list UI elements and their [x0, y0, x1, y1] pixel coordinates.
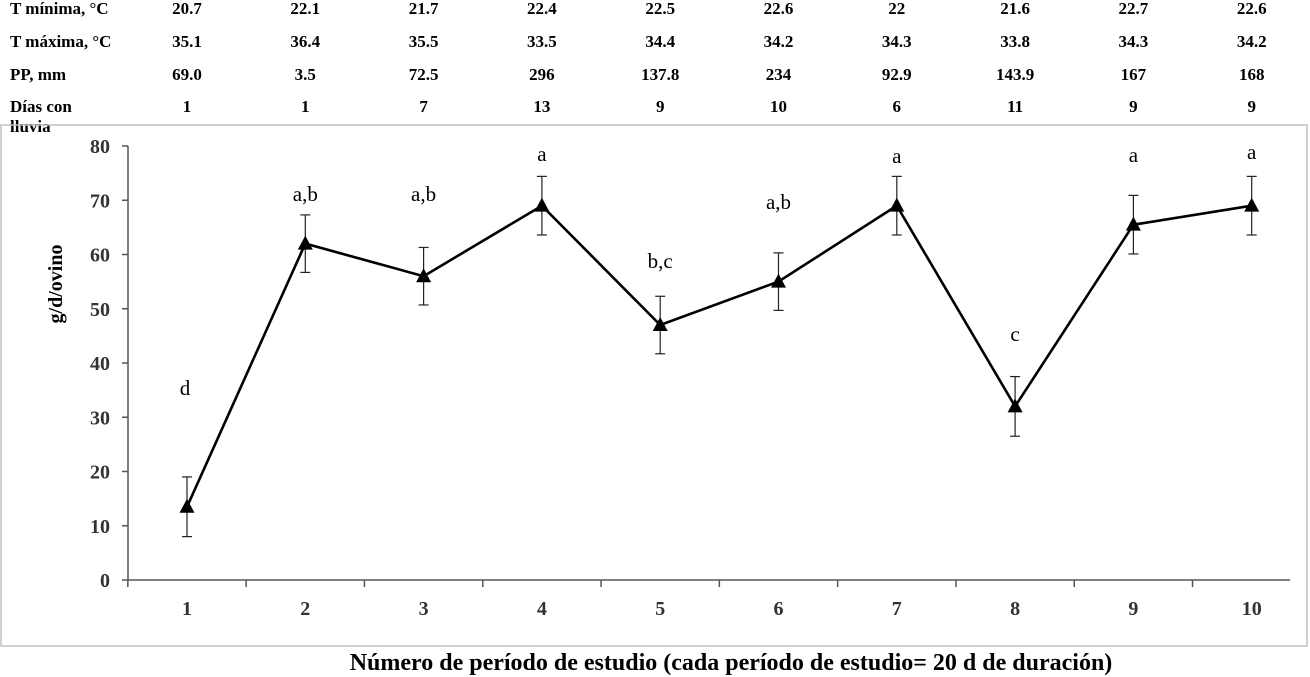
table-cell: 143.9: [996, 65, 1034, 84]
y-axis-label: g/d/ovino: [45, 245, 67, 324]
y-tick-label: 10: [90, 516, 110, 538]
table-cell: 22.1: [290, 0, 320, 18]
table-cell: 69.0: [172, 65, 202, 84]
table-cell: 34.4: [645, 32, 675, 51]
y-tick-label: 80: [90, 136, 110, 158]
x-tick-label: 8: [1010, 598, 1020, 620]
table-cell: 296: [529, 65, 555, 84]
table-cell: 35.1: [172, 32, 202, 51]
significance-label: a: [1129, 143, 1139, 167]
table-row-label: Días con: [10, 97, 72, 116]
significance-label: a,b: [293, 182, 318, 206]
significance-label: a,b: [766, 190, 791, 214]
table-cell: 34.3: [1119, 32, 1149, 51]
table-cell: 22.6: [764, 0, 794, 18]
table-cell: 34.2: [764, 32, 794, 51]
table-cell: 36.4: [290, 32, 320, 51]
x-tick-label: 7: [892, 598, 902, 620]
significance-label: b,c: [648, 249, 673, 273]
axes: [122, 145, 1290, 587]
table-cell: 35.5: [409, 32, 439, 51]
table-cell: 6: [893, 97, 902, 116]
data-point: [179, 498, 195, 513]
table-cell: 167: [1121, 65, 1147, 84]
x-tick-label: 5: [655, 598, 665, 620]
data-point: [1007, 398, 1023, 413]
x-tick-label: 3: [419, 598, 429, 620]
table-cell: 1: [183, 97, 192, 116]
table-cell: 1: [301, 97, 310, 116]
table-row-label: lluvia: [10, 117, 51, 136]
data-point: [534, 197, 550, 212]
y-tick-label: 0: [100, 570, 110, 592]
significance-label: c: [1010, 322, 1019, 346]
y-tick-label: 30: [90, 407, 110, 429]
x-tick-label: 9: [1128, 598, 1138, 620]
x-tick-label: 10: [1242, 598, 1262, 620]
x-axis-label: Número de período de estudio (cada perío…: [350, 650, 1113, 676]
table-cell: 7: [419, 97, 428, 116]
table-cell: 34.3: [882, 32, 912, 51]
x-tick-label: 2: [300, 598, 310, 620]
significance-label: a: [1247, 140, 1257, 164]
x-tick-label: 6: [774, 598, 784, 620]
data-point: [416, 268, 432, 283]
table-cell: 33.5: [527, 32, 557, 51]
table-cell: 22: [888, 0, 905, 18]
table-cell: 9: [656, 97, 665, 116]
table-cell: 21.6: [1000, 0, 1030, 18]
table-cell: 22.6: [1237, 0, 1267, 18]
significance-label: d: [180, 376, 191, 400]
data-point: [889, 197, 905, 212]
data-point: [297, 235, 313, 250]
table-cell: 3.5: [295, 65, 316, 84]
table-cell: 9: [1247, 97, 1256, 116]
table-cell: 20.7: [172, 0, 202, 18]
table-row-label: PP, mm: [10, 65, 66, 84]
series-line: [185, 203, 1252, 508]
table-cell: 9: [1129, 97, 1138, 116]
climate-table: T mínima, °C 20.7 22.1 21.7 22.4 22.5 22.6 22 21…: [10, 0, 1267, 136]
table-cell: 11: [1007, 97, 1023, 116]
table-cell: 72.5: [409, 65, 439, 84]
error-bars: [182, 175, 1257, 538]
table-cell: 234: [766, 65, 792, 84]
table-cell: 137.8: [641, 65, 679, 84]
significance-label: a: [537, 142, 547, 166]
y-tick-label: 60: [90, 245, 110, 267]
table-cell: 22.7: [1119, 0, 1149, 18]
x-tick-label: 1: [182, 598, 192, 620]
significance-label: a: [892, 144, 902, 168]
table-cell: 34.2: [1237, 32, 1267, 51]
data-point: [1244, 197, 1260, 212]
table-cell: 13: [533, 97, 550, 116]
significance-labels: d a,b a,b a b,c a,b a c a a: [180, 140, 1257, 400]
table-cell: 168: [1239, 65, 1265, 84]
data-point: [1125, 216, 1141, 231]
data-point: [771, 273, 786, 288]
table-cell: 22.4: [527, 0, 557, 18]
plot-frame: [0, 124, 1308, 647]
y-tick-label: 20: [90, 462, 110, 484]
data-points: [179, 197, 1260, 513]
table-cell: 92.9: [882, 65, 912, 84]
table-row-label: T mínima, °C: [10, 0, 109, 18]
tick-labels: 0 10 20 30 40 50 60 70 80 1 2 3 4 5 6 7 8 9 10: [90, 136, 1262, 620]
table-cell: 10: [770, 97, 787, 116]
table-cell: 33.8: [1000, 32, 1030, 51]
table-cell: 21.7: [409, 0, 439, 18]
data-point: [652, 317, 668, 332]
y-tick-label: 50: [90, 299, 110, 321]
table-row-label: T máxima, °C: [10, 32, 111, 51]
y-tick-label: 70: [90, 190, 110, 212]
significance-label: a,b: [411, 182, 436, 206]
x-tick-label: 4: [537, 598, 547, 620]
y-tick-label: 40: [90, 353, 110, 375]
table-cell: 22.5: [645, 0, 675, 18]
